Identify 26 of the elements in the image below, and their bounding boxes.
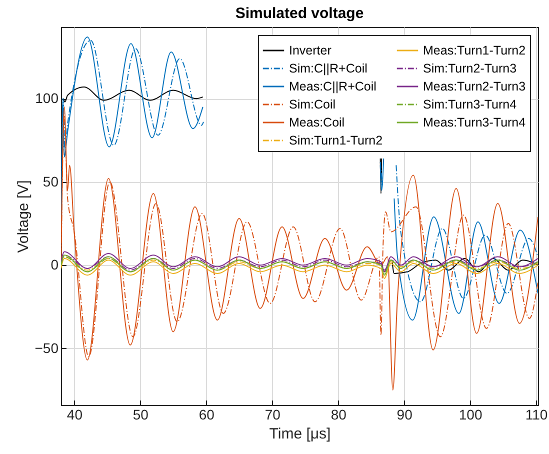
chart-title: Simulated voltage [235,5,364,22]
x-tick-label: 80 [330,406,347,422]
legend-label: Meas:Turn2-Turn3 [423,80,526,94]
x-tick-label: 50 [132,406,149,422]
x-axis-title: Time [μs] [269,426,331,442]
y-tick-label: 100 [35,90,59,106]
y-tick-label: 50 [42,173,59,190]
legend-label: Meas:Turn3-Turn4 [423,116,526,130]
x-tick-label: 70 [264,406,281,422]
x-tick-label: 40 [66,406,83,422]
x-tick-label: 90 [396,406,413,422]
legend-label: Meas:C||R+Coil [289,80,376,94]
legend-label: Sim:C||R+Coil [289,62,368,76]
y-tick-label: 0 [50,256,59,273]
legend-label: Inverter [289,44,332,58]
x-tick-label: 110 [525,406,548,422]
x-tick-label: 60 [198,406,215,422]
legend-label: Meas:Coil [289,116,345,130]
y-axis-title: Voltage [V] [14,180,32,253]
x-tick-label: 100 [458,406,482,422]
legend-label: Sim:Turn2-Turn3 [423,62,517,76]
legend-label: Sim:Turn3-Turn4 [423,98,517,112]
legend-label: Sim:Turn1-Turn2 [289,134,383,148]
y-tick-label: −50 [34,340,59,356]
legend-label: Sim:Coil [289,98,336,112]
legend-label: Meas:Turn1-Turn2 [423,44,526,58]
